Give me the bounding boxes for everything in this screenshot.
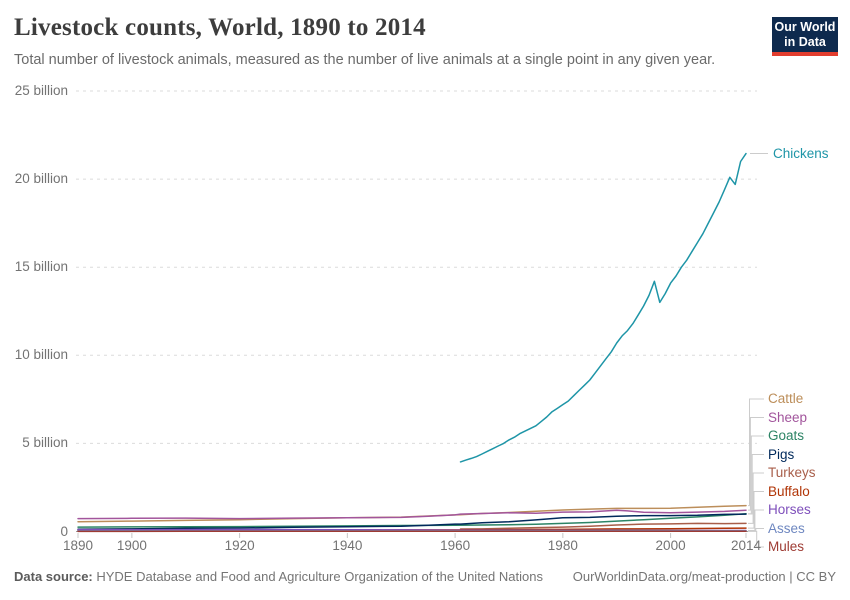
x-axis-label-1940: 1940 bbox=[332, 538, 363, 553]
y-axis-label-15: 15 billion bbox=[14, 259, 68, 275]
series-line-goats bbox=[77, 512, 747, 528]
legend-connector-turkeys bbox=[748, 472, 764, 524]
x-axis-label-2014: 2014 bbox=[730, 538, 762, 553]
owid-logo[interactable]: Our World in Data bbox=[772, 17, 838, 56]
legend-connector-cattle bbox=[748, 398, 764, 507]
series-label-asses[interactable]: Asses bbox=[768, 520, 805, 536]
series-label-mules[interactable]: Mules bbox=[768, 539, 805, 554]
legend-connector-buffalo bbox=[748, 491, 764, 529]
x-axis-label-1900: 1900 bbox=[116, 538, 147, 553]
data-source-line: Data source: HYDE Database and Food and … bbox=[14, 569, 543, 584]
y-axis-label-5: 5 billion bbox=[22, 435, 68, 451]
footer: Data source: HYDE Database and Food and … bbox=[14, 569, 836, 584]
legend-connector-sheep bbox=[748, 417, 764, 511]
series-label-pigs[interactable]: Pigs bbox=[768, 446, 795, 462]
y-axis-label-20: 20 billion bbox=[14, 171, 68, 187]
owid-logo-red-bar bbox=[772, 52, 838, 56]
data-source-text: HYDE Database and Food and Agriculture O… bbox=[92, 569, 543, 584]
series-label-cattle[interactable]: Cattle bbox=[768, 391, 804, 406]
x-axis-label-1960: 1960 bbox=[440, 538, 471, 553]
legend-connector-horses bbox=[748, 509, 764, 531]
series-label-chickens[interactable]: Chickens bbox=[773, 145, 829, 161]
owid-logo-line-1: Our World bbox=[774, 20, 836, 34]
x-axis-label-1920: 1920 bbox=[224, 538, 255, 553]
y-axis-label-25: 25 billion bbox=[14, 83, 68, 98]
series-label-sheep[interactable]: Sheep bbox=[768, 409, 808, 425]
series-label-turkeys[interactable]: Turkeys bbox=[768, 465, 816, 480]
series-line-chickens bbox=[459, 152, 747, 463]
series-label-buffalo[interactable]: Buffalo bbox=[768, 483, 810, 499]
y-axis-label-10: 10 billion bbox=[14, 347, 68, 363]
legend-connector-asses bbox=[748, 528, 764, 532]
x-axis-label-1890: 1890 bbox=[62, 538, 94, 553]
owid-logo-box: Our World in Data bbox=[772, 17, 838, 52]
series-line-sheep bbox=[77, 509, 747, 520]
x-axis-label-2000: 2000 bbox=[655, 538, 686, 553]
x-axis-label-1980: 1980 bbox=[547, 538, 578, 553]
footer-link[interactable]: OurWorldinData.org/meat-production | CC … bbox=[572, 569, 836, 584]
page-title: Livestock counts, World, 1890 to 2014 bbox=[14, 14, 426, 41]
legend-connector-pigs bbox=[748, 454, 764, 515]
legend-connector-mules bbox=[748, 530, 764, 548]
series-label-horses[interactable]: Horses bbox=[768, 502, 811, 517]
data-source-label: Data source: bbox=[14, 569, 93, 584]
series-line-turkeys bbox=[459, 522, 747, 530]
series-line-pigs bbox=[77, 513, 747, 530]
owid-logo-line-2: in Data bbox=[784, 35, 826, 49]
series-label-goats[interactable]: Goats bbox=[768, 428, 805, 443]
y-axis-label-0: 0 bbox=[60, 523, 68, 539]
page-subtitle: Total number of livestock animals, measu… bbox=[14, 52, 716, 68]
